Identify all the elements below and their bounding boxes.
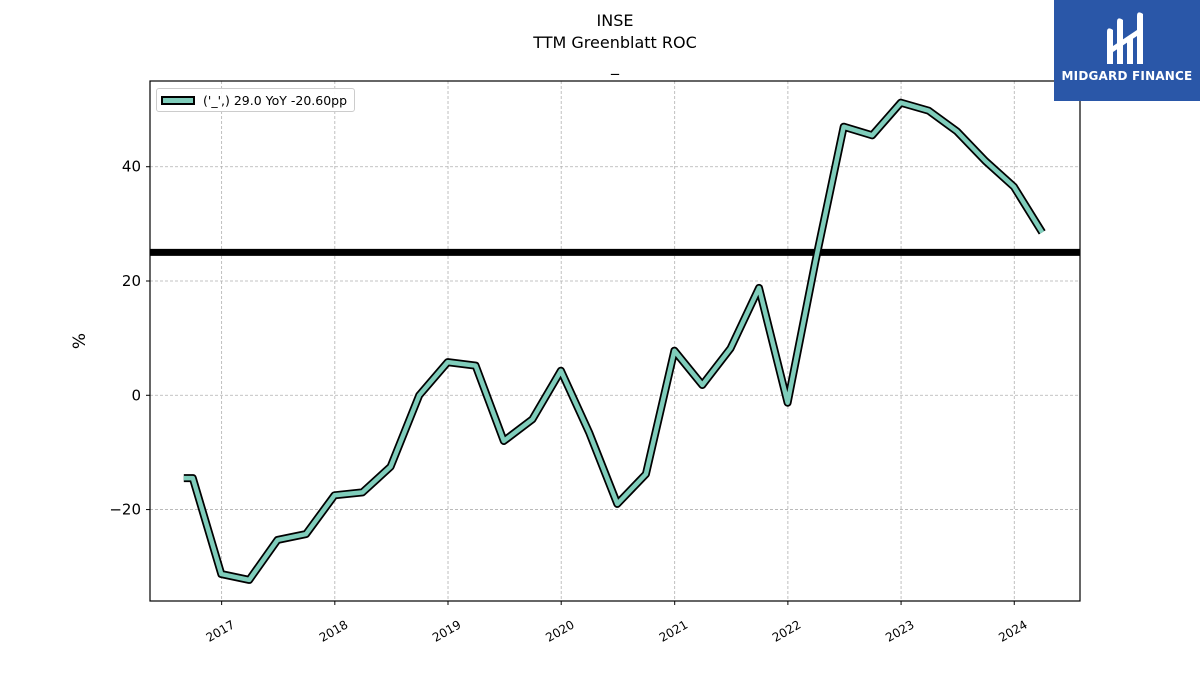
x-tick-label: 2018 — [317, 617, 350, 644]
legend: ('_',) 29.0 YoY -20.60pp — [156, 88, 356, 112]
series-line-outline — [183, 98, 1046, 584]
legend-swatch — [161, 95, 195, 105]
x-tick-label: 2024 — [996, 617, 1029, 644]
series-line — [183, 100, 1045, 583]
y-tick-label: 40 — [122, 158, 141, 176]
y-axis-label: % — [70, 333, 90, 349]
y-tick-label: −20 — [109, 501, 141, 519]
plot-frame — [149, 80, 1081, 602]
logo-mark-icon — [1107, 12, 1143, 64]
y-tick-label: 20 — [122, 272, 141, 290]
x-tick-label: 2023 — [883, 617, 916, 644]
title-ticker: INSE — [596, 11, 634, 30]
x-tick-label: 2020 — [543, 617, 576, 644]
title-subtitle: _ — [611, 56, 619, 75]
x-tick-label: 2019 — [430, 617, 463, 644]
logo-text: MIDGARD FINANCE — [1061, 69, 1193, 83]
x-tick-label: 2021 — [657, 617, 690, 644]
title-metric: TTM Greenblatt ROC — [533, 33, 697, 52]
brand-logo: MIDGARD FINANCE — [1054, 0, 1200, 101]
y-tick-label: 0 — [131, 386, 141, 404]
x-tick-label: 2017 — [204, 617, 237, 644]
x-tick-label: 2022 — [770, 617, 803, 644]
legend-label: ('_',) 29.0 YoY -20.60pp — [203, 92, 348, 108]
